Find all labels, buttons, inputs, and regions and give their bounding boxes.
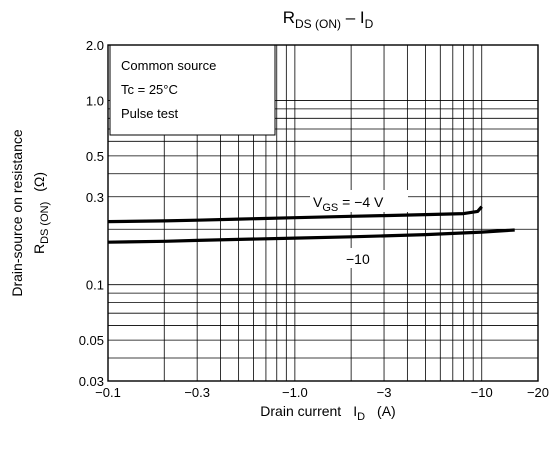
y-tick-label: 0.05 <box>79 333 104 348</box>
x-tick-label: −3 <box>377 385 392 400</box>
series-label-vgs-4-bg <box>310 190 408 212</box>
condition-line-2: Tc = 25°C <box>121 82 178 97</box>
x-tick-label: −0.3 <box>184 385 210 400</box>
condition-line-1: Common source <box>121 58 216 73</box>
tick-labels: −0.1 −0.3 −1.0 −3 −10 −20 0.03 0.05 0.1 0.3 0.5 1.0… <box>79 38 549 400</box>
y-tick-label: 0.3 <box>86 190 104 205</box>
conditions-box: Common source Tc = 25°C Pulse test <box>109 44 276 136</box>
series-label-vgs-10: −10 <box>344 248 376 268</box>
x-tick-label: −0.1 <box>95 385 121 400</box>
svg-text:−10: −10 <box>346 251 370 267</box>
series-line-2 <box>107 228 515 244</box>
series-lines <box>107 205 515 244</box>
y-tick-label: 2.0 <box>86 38 104 53</box>
y-tick-label: 0.5 <box>86 149 104 164</box>
series-line-1 <box>107 205 483 224</box>
x-tick-label: −10 <box>471 385 493 400</box>
x-tick-label: −20 <box>527 385 549 400</box>
svg-text:VGS = −4 V: VGS = −4 V <box>313 194 384 214</box>
plot-frame <box>107 44 539 382</box>
x-axis-label: Drain current ID (A) <box>260 403 395 423</box>
y-tick-label: 1.0 <box>86 93 104 108</box>
y-axis-label-line1: Drain-source on resistance <box>9 129 25 297</box>
condition-line-3: Pulse test <box>121 106 178 121</box>
y-axis-label-symbol: RDS (ON)(Ω) <box>31 172 51 254</box>
x-tick-label: −1.0 <box>282 385 308 400</box>
chart-title: RDS (ON) – ID <box>283 8 374 31</box>
svg-text:RDS (ON)(Ω): RDS (ON)(Ω) <box>31 172 51 254</box>
series-label-vgs-4: VGS = −4 V <box>310 190 408 214</box>
y-axis-label: Drain-source on resistance <box>9 129 25 297</box>
series-label-vgs-10-bg <box>344 248 376 268</box>
y-tick-label: 0.1 <box>86 278 104 293</box>
y-tick-label: 0.03 <box>79 374 104 389</box>
conditions-box-frame <box>109 44 276 136</box>
